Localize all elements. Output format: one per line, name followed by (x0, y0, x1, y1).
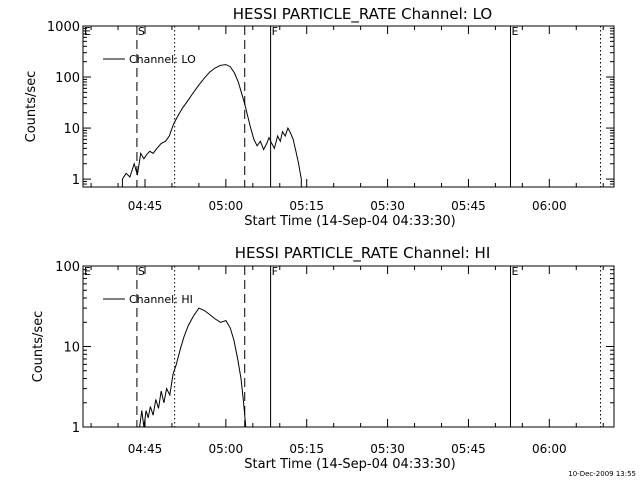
y-tick-label: 1000 (47, 20, 80, 35)
event-marker-label: E (511, 25, 518, 38)
event-marker-label: E (511, 265, 518, 278)
series-line-0 (139, 307, 247, 428)
x-tick-label: 04:45 (128, 442, 163, 456)
plot-frame (82, 25, 615, 188)
event-marker-label: F (272, 25, 278, 38)
x-tick-label: 05:45 (451, 199, 486, 213)
x-tick-label: 05:15 (289, 199, 324, 213)
x-axis-label: Start Time (14-Sep-04 04:33:30) (244, 214, 455, 229)
legend-label: Channel: HI (129, 293, 193, 306)
chart-title: HESSI PARTICLE_RATE Channel: HI (235, 244, 491, 263)
x-tick-label: 04:45 (128, 199, 163, 213)
x-tick-label: 06:00 (532, 442, 567, 456)
y-tick-label: 100 (55, 71, 80, 86)
event-marker-label: F (272, 265, 278, 278)
y-tick-label: 100 (55, 260, 80, 275)
x-tick-label: 05:30 (370, 199, 405, 213)
x-tick-label: 06:00 (532, 199, 567, 213)
panel-0: HESSI PARTICLE_RATE Channel: LO Start Tim… (24, 5, 615, 229)
y-tick-label: 10 (63, 122, 80, 137)
x-tick-label: 05:30 (370, 442, 405, 456)
chart-title: HESSI PARTICLE_RATE Channel: LO (233, 5, 492, 24)
x-tick-label: 05:15 (289, 442, 324, 456)
event-marker-label: E (84, 265, 91, 278)
plot-frame (82, 265, 615, 428)
event-marker-label: S (138, 25, 145, 38)
x-axis-label: Start Time (14-Sep-04 04:33:30) (244, 457, 455, 472)
series-line-0 (121, 64, 302, 187)
legend-label: Channel: LO (129, 53, 196, 66)
x-tick-label: 05:00 (209, 442, 244, 456)
y-axis-label: Counts/sec (31, 311, 46, 383)
event-marker-label: S (138, 265, 145, 278)
y-tick-label: 1 (72, 173, 80, 188)
panel-1: HESSI PARTICLE_RATE Channel: HI Start Tim… (31, 244, 615, 472)
x-tick-label: 05:45 (451, 442, 486, 456)
event-marker-label: E (84, 25, 91, 38)
y-axis-label: Counts/sec (24, 71, 39, 143)
y-tick-label: 10 (63, 341, 80, 356)
y-tick-label: 1 (72, 421, 80, 436)
timestamp-footer: 10-Dec-2009 13:55 (568, 470, 636, 478)
x-tick-label: 05:00 (209, 199, 244, 213)
